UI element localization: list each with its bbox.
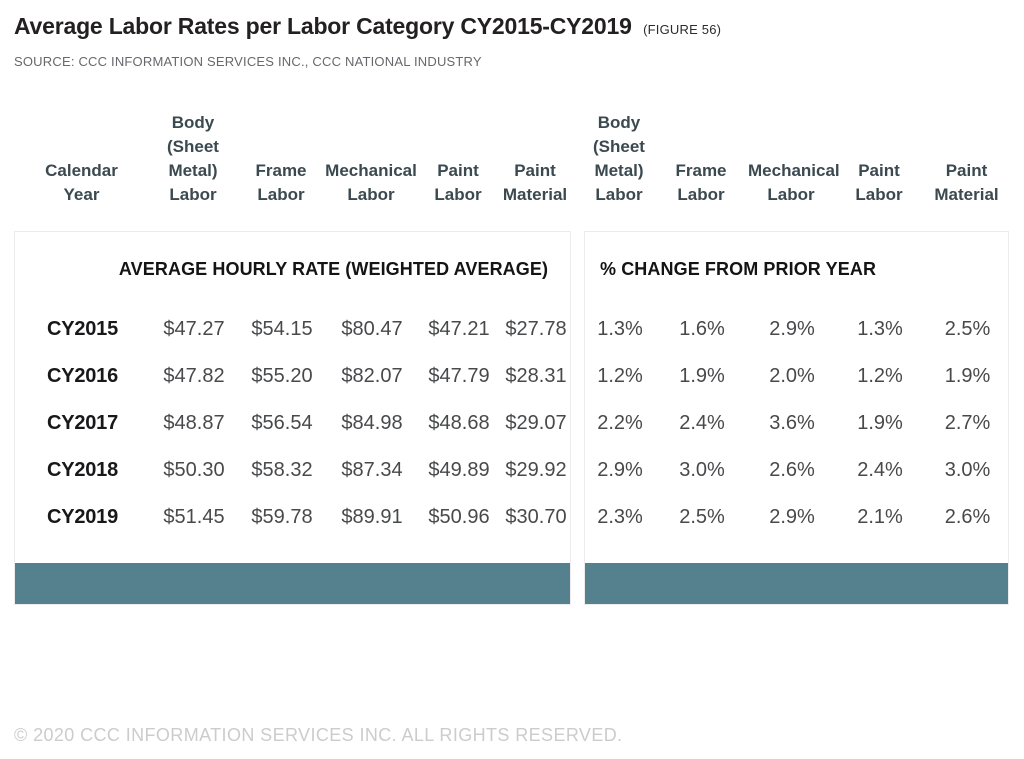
source-line: SOURCE: CCC INFORMATION SERVICES INC., C… [14, 54, 482, 69]
change-value: 2.5% [944, 318, 991, 340]
column-header-mechanical-labor: Mechanical Labor [325, 161, 417, 204]
change-value: 2.9% [769, 318, 815, 340]
table-row: CY2017 $48.87 $56.54 $84.98 $48.68 $29.0… [15, 400, 570, 447]
change-value: 1.2% [857, 365, 903, 387]
table-row: CY2016 $47.82 $55.20 $82.07 $47.79 $28.3… [15, 353, 570, 400]
rate-value: $47.82 [163, 365, 225, 387]
rate-value: $50.96 [428, 506, 490, 528]
change-value: 1.9% [857, 412, 903, 434]
rate-value: $29.07 [505, 412, 567, 434]
column-header-paint-labor: Paint Labor [855, 161, 903, 204]
hourly-rate-rows: CY2015 $47.27 $54.15 $80.47 $47.21 $27.7… [15, 306, 570, 541]
title-row: Average Labor Rates per Labor Category C… [0, 0, 1024, 44]
change-value: 2.6% [769, 459, 815, 481]
year-label: CY2018 [46, 459, 119, 481]
change-value: 2.6% [944, 506, 991, 528]
column-header-body-labor: Body (Sheet Metal) Labor [593, 113, 645, 204]
change-value: 2.0% [769, 365, 815, 387]
column-header-mechanical-labor: Mechanical Labor [748, 161, 840, 204]
change-value: 1.3% [857, 318, 903, 340]
column-header-paint-material: Paint Material [934, 161, 999, 204]
change-value: 1.9% [679, 365, 725, 387]
percent-change-section-title: % CHANGE FROM PRIOR YEAR [600, 259, 877, 279]
column-header-paint-material: Paint Material [502, 161, 568, 204]
rate-value: $47.79 [428, 365, 490, 387]
change-value: 1.3% [597, 318, 643, 340]
rate-value: $48.68 [428, 412, 490, 434]
rate-value: $55.20 [251, 365, 313, 387]
change-value: 2.7% [944, 412, 991, 434]
change-value: 1.9% [944, 365, 991, 387]
table-row: CY2015 $47.27 $54.15 $80.47 $47.21 $27.7… [15, 306, 570, 353]
year-label: CY2016 [46, 365, 119, 387]
rate-value: $50.30 [163, 459, 225, 481]
rate-value: $28.31 [505, 365, 567, 387]
hourly-rate-section-title: AVERAGE HOURLY RATE (WEIGHTED AVERAGE) [118, 259, 549, 279]
change-value: 3.6% [769, 412, 815, 434]
teal-accent-bar [585, 563, 1008, 604]
table-row: 2.9% 3.0% 2.6% 2.4% 3.0% [585, 447, 1008, 494]
column-header-frame-labor: Frame Labor [675, 161, 727, 204]
hourly-rate-panel: AVERAGE HOURLY RATE (WEIGHTED AVERAGE) C… [14, 231, 571, 605]
change-value: 2.9% [597, 459, 643, 481]
percent-change-rows: 1.3% 1.6% 2.9% 1.3% 2.5% 1.2% 1.9% 2.0% … [585, 306, 1008, 541]
rate-value: $58.32 [251, 459, 313, 481]
table-row: 2.3% 2.5% 2.9% 2.1% 2.6% [585, 494, 1008, 541]
figure-number-label: (FIGURE 56) [643, 22, 722, 37]
rate-value: $47.27 [163, 318, 225, 340]
change-value: 1.6% [679, 318, 725, 340]
year-label: CY2017 [46, 412, 119, 434]
column-header-frame-labor: Frame Labor [255, 161, 307, 204]
change-value: 2.9% [769, 506, 815, 528]
change-value: 2.2% [597, 412, 643, 434]
page-title: Average Labor Rates per Labor Category C… [14, 13, 632, 39]
change-column-headers: Body (Sheet Metal) Labor Frame Labor Mec… [584, 104, 1009, 209]
table-row: 1.2% 1.9% 2.0% 1.2% 1.9% [585, 353, 1008, 400]
table-row: CY2018 $50.30 $58.32 $87.34 $49.89 $29.9… [15, 447, 570, 494]
rate-value: $89.91 [341, 506, 403, 528]
rate-value: $27.78 [505, 318, 567, 340]
copyright-footer: © 2020 CCC INFORMATION SERVICES INC. ALL… [14, 725, 623, 745]
change-value: 2.4% [857, 459, 903, 481]
rate-value: $30.70 [505, 506, 567, 528]
change-value: 1.2% [597, 365, 643, 387]
rate-value: $59.78 [251, 506, 313, 528]
rate-value: $29.92 [505, 459, 567, 481]
year-label: CY2015 [46, 318, 119, 340]
rate-value: $84.98 [341, 412, 403, 434]
change-value: 2.4% [679, 412, 725, 434]
column-header-body-labor: Body (Sheet Metal) Labor [167, 113, 219, 204]
rate-value: $48.87 [163, 412, 225, 434]
column-header-calendar-year: Calendar Year [45, 161, 118, 204]
change-value: 2.5% [679, 506, 725, 528]
table-row: CY2019 $51.45 $59.78 $89.91 $50.96 $30.7… [15, 494, 570, 541]
table-row: 1.3% 1.6% 2.9% 1.3% 2.5% [585, 306, 1008, 353]
rate-value: $54.15 [251, 318, 313, 340]
column-header-row: Calendar Year Body (Sheet Metal) Labor F… [14, 104, 1010, 209]
rate-value: $51.45 [163, 506, 225, 528]
rates-column-headers: Calendar Year Body (Sheet Metal) Labor F… [14, 104, 571, 209]
change-value: 3.0% [679, 459, 725, 481]
teal-accent-bar [15, 563, 570, 604]
table-row: 2.2% 2.4% 3.6% 1.9% 2.7% [585, 400, 1008, 447]
change-value: 2.3% [597, 506, 643, 528]
rate-value: $87.34 [341, 459, 403, 481]
percent-change-panel: % CHANGE FROM PRIOR YEAR 1.3% 1.6% 2.9% … [584, 231, 1009, 605]
rate-value: $82.07 [341, 365, 403, 387]
table-panels: AVERAGE HOURLY RATE (WEIGHTED AVERAGE) C… [14, 231, 1010, 605]
rate-value: $49.89 [428, 459, 490, 481]
rate-value: $47.21 [428, 318, 490, 340]
column-header-paint-labor: Paint Labor [434, 161, 482, 204]
change-value: 2.1% [857, 506, 903, 528]
year-label: CY2019 [46, 506, 119, 528]
rate-value: $80.47 [341, 318, 403, 340]
change-value: 3.0% [944, 459, 991, 481]
rate-value: $56.54 [251, 412, 313, 434]
